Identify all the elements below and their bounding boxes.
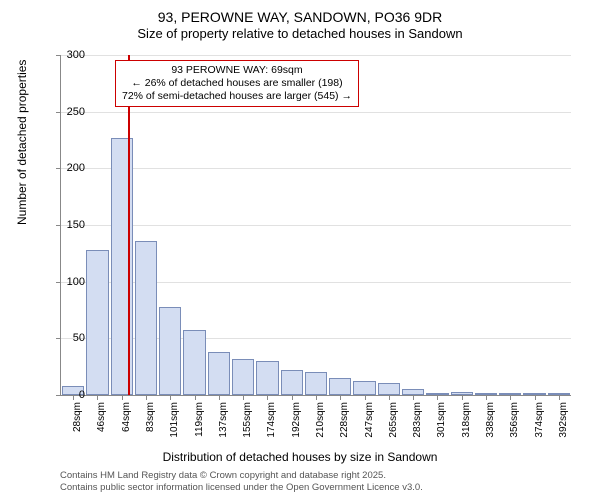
xtick-label: 155sqm: [242, 402, 253, 447]
footnote-line2: Contains public sector information licen…: [60, 482, 423, 494]
xtick-label: 374sqm: [534, 402, 545, 447]
histogram-bar: [329, 378, 351, 395]
xtick-mark: [267, 395, 268, 400]
xtick-mark: [559, 395, 560, 400]
ytick-label: 50: [55, 332, 85, 344]
gridline: [61, 55, 571, 56]
xtick-label: 228sqm: [339, 402, 350, 447]
xtick-label: 392sqm: [558, 402, 569, 447]
ytick-label: 150: [55, 219, 85, 231]
xtick-label: 356sqm: [509, 402, 520, 447]
xtick-label: 192sqm: [291, 402, 302, 447]
xtick-label: 46sqm: [96, 402, 107, 447]
histogram-bar: [353, 381, 375, 395]
histogram-bar: [256, 361, 278, 395]
xtick-label: 318sqm: [461, 402, 472, 447]
x-axis-label: Distribution of detached houses by size …: [0, 450, 600, 464]
chart-container: 93, PEROWNE WAY, SANDOWN, PO36 9DR Size …: [0, 0, 600, 500]
xtick-label: 101sqm: [169, 402, 180, 447]
histogram-bar: [135, 241, 157, 395]
xtick-mark: [243, 395, 244, 400]
xtick-mark: [292, 395, 293, 400]
xtick-mark: [316, 395, 317, 400]
xtick-label: 137sqm: [218, 402, 229, 447]
ytick-label: 300: [55, 49, 85, 61]
xtick-mark: [97, 395, 98, 400]
annotation-line3: 72% of semi-detached houses are larger (…: [122, 90, 352, 103]
xtick-label: 283sqm: [412, 402, 423, 447]
gridline: [61, 225, 571, 226]
histogram-bar: [183, 330, 205, 395]
histogram-bar: [281, 370, 303, 395]
chart-title: 93, PEROWNE WAY, SANDOWN, PO36 9DR: [0, 0, 600, 26]
xtick-mark: [535, 395, 536, 400]
histogram-bar: [378, 383, 400, 395]
xtick-mark: [365, 395, 366, 400]
histogram-bar: [305, 372, 327, 395]
xtick-mark: [486, 395, 487, 400]
xtick-mark: [413, 395, 414, 400]
histogram-bar: [159, 307, 181, 395]
xtick-mark: [437, 395, 438, 400]
xtick-label: 119sqm: [194, 402, 205, 447]
xtick-mark: [340, 395, 341, 400]
ytick-label: 250: [55, 106, 85, 118]
xtick-label: 247sqm: [364, 402, 375, 447]
footnote-line1: Contains HM Land Registry data © Crown c…: [60, 470, 423, 482]
xtick-mark: [195, 395, 196, 400]
ytick-label: 100: [55, 276, 85, 288]
ytick-label: 200: [55, 162, 85, 174]
xtick-label: 28sqm: [72, 402, 83, 447]
annotation-line1: 93 PEROWNE WAY: 69sqm: [122, 64, 352, 77]
gridline: [61, 168, 571, 169]
xtick-label: 64sqm: [121, 402, 132, 447]
histogram-bar: [86, 250, 108, 395]
xtick-mark: [170, 395, 171, 400]
annotation-box: 93 PEROWNE WAY: 69sqm ← 26% of detached …: [115, 60, 359, 107]
xtick-mark: [219, 395, 220, 400]
chart-subtitle: Size of property relative to detached ho…: [0, 26, 600, 41]
histogram-bar: [208, 352, 230, 395]
xtick-label: 338sqm: [485, 402, 496, 447]
xtick-mark: [146, 395, 147, 400]
histogram-bar: [232, 359, 254, 395]
xtick-label: 210sqm: [315, 402, 326, 447]
gridline: [61, 112, 571, 113]
xtick-mark: [462, 395, 463, 400]
chart-area: 93 PEROWNE WAY: 69sqm ← 26% of detached …: [60, 55, 570, 395]
xtick-label: 265sqm: [388, 402, 399, 447]
xtick-mark: [510, 395, 511, 400]
xtick-mark: [389, 395, 390, 400]
xtick-mark: [122, 395, 123, 400]
xtick-label: 301sqm: [436, 402, 447, 447]
ytick-label: 0: [55, 389, 85, 401]
footnote: Contains HM Land Registry data © Crown c…: [60, 470, 423, 494]
annotation-line2: ← 26% of detached houses are smaller (19…: [122, 77, 352, 90]
xtick-label: 174sqm: [266, 402, 277, 447]
xtick-label: 83sqm: [145, 402, 156, 447]
y-axis-label: Number of detached properties: [15, 60, 29, 225]
